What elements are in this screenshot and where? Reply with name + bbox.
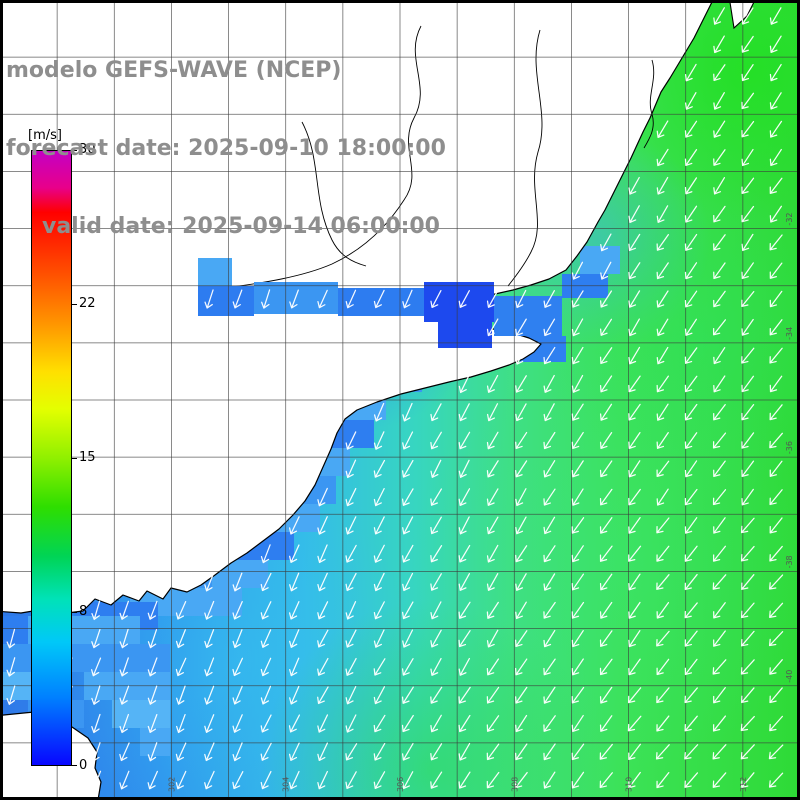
colorbar-gradient — [31, 150, 72, 766]
svg-text:308: 308 — [510, 777, 519, 792]
river-lines — [202, 25, 655, 292]
svg-text:-36: -36 — [785, 441, 794, 454]
colorbar-tick-label: 15 — [79, 450, 96, 465]
svg-text:-34: -34 — [785, 327, 794, 340]
lat-lon-grid — [3, 3, 797, 797]
svg-text:310: 310 — [625, 777, 634, 792]
colorbar-tick-mark — [72, 458, 77, 459]
svg-text:-32: -32 — [785, 212, 794, 225]
colorbar-tick-mark — [72, 765, 77, 766]
colorbar-tick-label: 8 — [79, 604, 88, 619]
colorbar-tick-label: 22 — [79, 296, 96, 311]
model-title: modelo GEFS-WAVE (NCEP) — [6, 58, 342, 83]
axis-tick-labels: 302 304 306 308 310 312 -32 -34 -36 -38 -40 — [167, 212, 794, 792]
svg-text:312: 312 — [739, 777, 748, 792]
colorbar-tick-mark — [72, 612, 77, 613]
wind-direction-arrows — [6, 7, 784, 790]
colorbar-tick-label: 30 — [79, 142, 96, 157]
estuary-wind-cells — [198, 258, 562, 348]
svg-text:302: 302 — [167, 777, 176, 792]
map-header: modelo GEFS-WAVE (NCEP) forecast date: 2… — [6, 6, 446, 292]
svg-text:306: 306 — [396, 777, 405, 792]
forecast-date-label: forecast date: 2025-09-10 18:00:00 — [6, 136, 446, 161]
coastal-island — [729, 0, 756, 30]
colorbar-tick-mark — [72, 150, 77, 151]
svg-text:304: 304 — [282, 777, 291, 792]
svg-text:-38: -38 — [785, 555, 794, 568]
colorbar-tick-mark — [72, 304, 77, 305]
svg-text:-40: -40 — [785, 670, 794, 683]
colorbar-unit-label: [m/s] — [28, 128, 62, 143]
colorbar-tick-label: 0 — [79, 758, 88, 773]
valid-date-label: valid date: 2025-09-14 06:00:00 — [42, 214, 440, 239]
